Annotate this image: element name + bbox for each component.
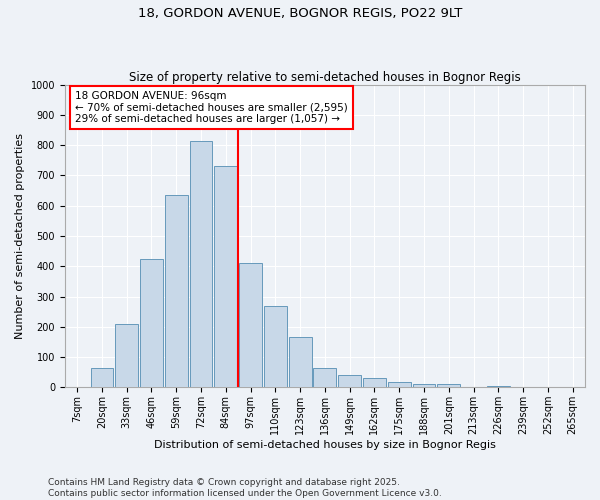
Text: Contains HM Land Registry data © Crown copyright and database right 2025.
Contai: Contains HM Land Registry data © Crown c… [48, 478, 442, 498]
Bar [140, 258, 163, 388]
Bar [165, 195, 188, 388]
Bar [264, 306, 287, 388]
Y-axis label: Number of semi-detached properties: Number of semi-detached properties [15, 133, 25, 339]
Bar [239, 263, 262, 388]
Bar [363, 378, 386, 388]
X-axis label: Distribution of semi-detached houses by size in Bognor Regis: Distribution of semi-detached houses by … [154, 440, 496, 450]
Bar [214, 166, 237, 388]
Title: Size of property relative to semi-detached houses in Bognor Regis: Size of property relative to semi-detach… [129, 70, 521, 84]
Text: 18 GORDON AVENUE: 96sqm
← 70% of semi-detached houses are smaller (2,595)
29% of: 18 GORDON AVENUE: 96sqm ← 70% of semi-de… [75, 90, 348, 124]
Bar [190, 140, 212, 388]
Bar [115, 324, 138, 388]
Bar [338, 375, 361, 388]
Bar [313, 368, 336, 388]
Bar [289, 338, 311, 388]
Bar [413, 384, 436, 388]
Bar [91, 368, 113, 388]
Bar [388, 382, 410, 388]
Text: 18, GORDON AVENUE, BOGNOR REGIS, PO22 9LT: 18, GORDON AVENUE, BOGNOR REGIS, PO22 9L… [138, 8, 462, 20]
Bar [437, 384, 460, 388]
Bar [487, 386, 509, 388]
